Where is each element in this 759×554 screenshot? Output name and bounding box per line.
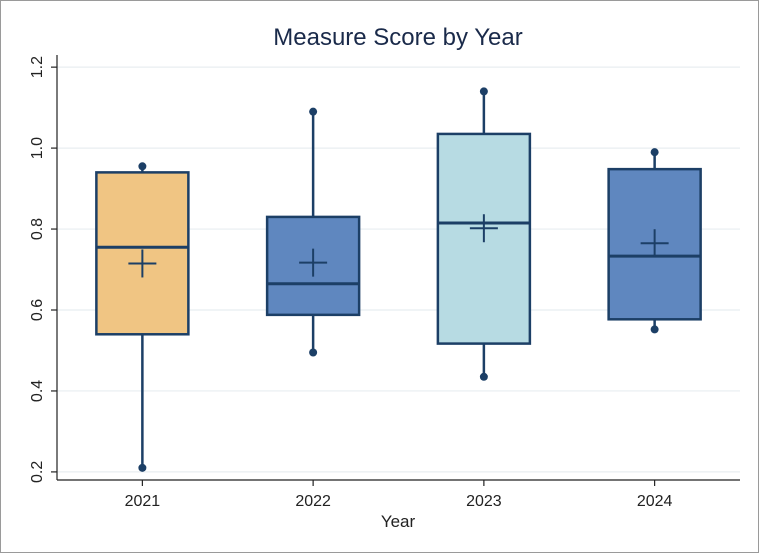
x-tick-label: 2023 bbox=[466, 493, 502, 510]
y-tick-label: 0.8 bbox=[29, 218, 46, 240]
box-2024 bbox=[607, 148, 702, 334]
box-2021 bbox=[95, 162, 190, 472]
max-point bbox=[138, 162, 147, 171]
x-tick-label: 2022 bbox=[295, 493, 331, 510]
box-2022 bbox=[265, 107, 361, 357]
max-point bbox=[309, 107, 318, 116]
min-point bbox=[309, 348, 318, 357]
y-tick-label: 1.0 bbox=[29, 137, 46, 159]
x-tick-label: 2024 bbox=[637, 493, 673, 510]
y-tick-label: 1.2 bbox=[29, 56, 46, 78]
x-axis-title: Year bbox=[381, 512, 416, 531]
box-2023 bbox=[436, 87, 532, 381]
chart-title: Measure Score by Year bbox=[273, 24, 522, 51]
min-point bbox=[138, 463, 147, 472]
y-tick-label: 0.6 bbox=[29, 299, 46, 321]
max-point bbox=[479, 87, 488, 96]
y-tick-label: 0.4 bbox=[29, 380, 46, 402]
max-point bbox=[650, 148, 659, 157]
min-point bbox=[479, 372, 488, 381]
x-tick-label: 2021 bbox=[125, 493, 161, 510]
min-point bbox=[650, 325, 659, 334]
y-tick-label: 0.2 bbox=[29, 461, 46, 483]
